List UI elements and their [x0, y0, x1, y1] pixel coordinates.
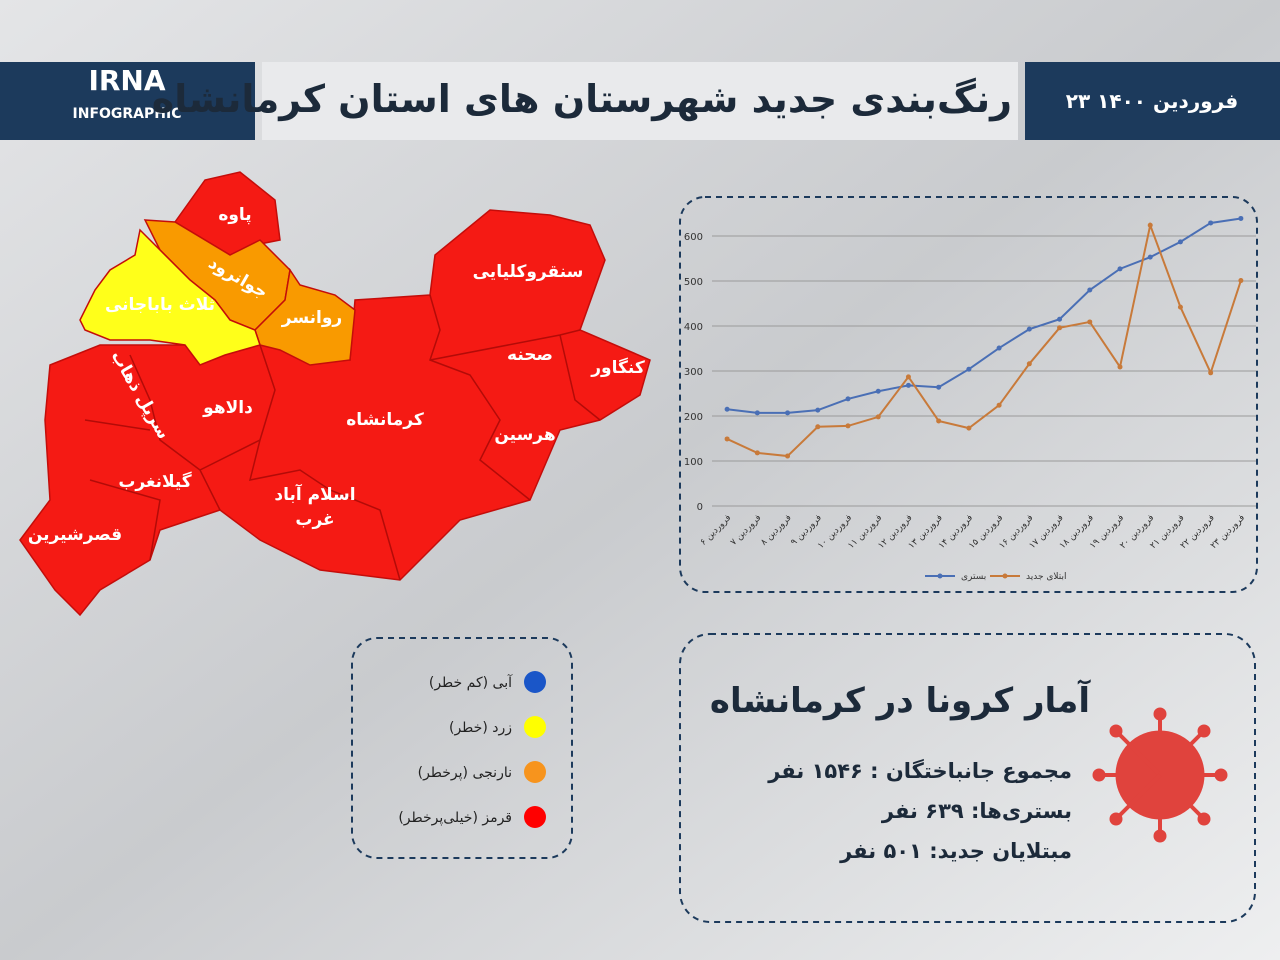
- map: پاوه جوانرود ثلاث باباجانی روانسر سنقروک…: [19, 171, 651, 617]
- y-tick-label: 400: [684, 322, 703, 333]
- point: [1238, 215, 1244, 221]
- region: [254, 268, 356, 366]
- map-label: گیلانغرب: [118, 471, 191, 492]
- logo-box: [0, 62, 255, 140]
- y-tick-label: 0: [697, 502, 703, 513]
- point: [1147, 222, 1153, 228]
- point: [966, 425, 972, 431]
- map-label: قصرشیرین: [28, 525, 122, 545]
- point: [754, 410, 760, 416]
- legend-swatch: [524, 806, 546, 828]
- region: [79, 228, 261, 366]
- stats-line: مبتلایان جدید: ۵۰۱ نفر: [839, 839, 1072, 863]
- point: [815, 407, 821, 413]
- stats-title: آمار کرونا در کرمانشاه: [710, 679, 1091, 721]
- point: [905, 374, 911, 380]
- y-tick-label: 300: [684, 367, 703, 378]
- point: [1057, 316, 1063, 322]
- point: [845, 396, 851, 402]
- point: [1147, 254, 1153, 260]
- map-label: صحنه: [507, 345, 553, 365]
- map-label: دالاهو: [202, 398, 253, 418]
- map-label: کرمانشاه: [346, 410, 424, 430]
- date: ۲۳ فروردین ۱۴۰۰: [1066, 89, 1238, 113]
- y-tick-label: 500: [684, 277, 703, 288]
- point: [1117, 364, 1123, 370]
- point: [936, 418, 942, 424]
- logo-sub: INFOGRAPHIC: [73, 106, 182, 122]
- point: [724, 436, 730, 442]
- map-label: اسلام آباد: [274, 483, 355, 505]
- series-line: [726, 217, 1242, 414]
- legend-label: آبی (کم خطر): [429, 674, 513, 691]
- legend-label: ابتلای جدید: [1026, 572, 1067, 582]
- point: [875, 388, 881, 394]
- stats-line: مجموع جانباختگان : ۱۵۴۶ نفر: [767, 758, 1072, 783]
- stats-line: بستری‌ها: ۶۳۹ نفر: [881, 799, 1072, 823]
- title: رنگ‌بندی جدید شهرستان های استان کرمانشاه: [152, 77, 1012, 121]
- map-label: پاوه: [218, 205, 251, 225]
- point: [936, 384, 942, 390]
- point: [845, 423, 851, 429]
- region: [19, 209, 651, 617]
- district-border: [84, 294, 601, 581]
- point: [1087, 319, 1093, 325]
- series-line: [726, 221, 1242, 458]
- point: [1117, 266, 1123, 272]
- legend-swatch: [524, 761, 546, 783]
- map-label: روانسر: [281, 308, 342, 328]
- point: [1177, 239, 1183, 245]
- point: [875, 414, 881, 420]
- legend-swatch: [524, 716, 546, 738]
- legend-marker: [1002, 573, 1008, 579]
- y-tick-label: 100: [684, 457, 703, 468]
- point: [724, 406, 730, 412]
- map-label: سنقروکلیایی: [473, 262, 584, 282]
- legend-swatch: [524, 671, 546, 693]
- date-box: [1025, 62, 1280, 140]
- risk-legend: آبی (کم خطر) زرد (خطر) نارنجی (پرخطر) قرمز …: [398, 671, 546, 828]
- map-label: کنگاور: [590, 357, 645, 378]
- point: [785, 453, 791, 459]
- legend-label: بستری: [961, 572, 986, 582]
- legend-marker: [937, 573, 943, 579]
- point: [1087, 287, 1093, 293]
- point: [785, 410, 791, 416]
- point: [1026, 326, 1032, 332]
- map-label: ثلاث باباجانی: [105, 295, 215, 315]
- chart-box: [679, 196, 1258, 593]
- y-tick-label: 600: [684, 232, 703, 243]
- point: [754, 450, 760, 456]
- point: [1208, 370, 1214, 376]
- y-tick-label: 200: [684, 412, 703, 423]
- legend-label: نارنجی (پرخطر): [418, 765, 512, 781]
- point: [1057, 325, 1063, 331]
- map-label: هرسین: [494, 425, 555, 445]
- logo: IRNA: [88, 64, 165, 97]
- virus-icon: [1092, 707, 1228, 843]
- point: [996, 345, 1002, 351]
- map-label: غرب: [295, 510, 334, 530]
- point: [996, 402, 1002, 408]
- point: [966, 366, 972, 372]
- point: [815, 424, 821, 430]
- title-box: [262, 62, 1018, 140]
- point: [1026, 361, 1032, 367]
- point: [1238, 278, 1244, 284]
- point: [1177, 304, 1183, 310]
- legend-label: قرمز (خیلی‌پرخطر): [398, 810, 512, 826]
- legend-label: زرد (خطر): [449, 720, 512, 736]
- point: [1208, 220, 1214, 226]
- point: [905, 382, 911, 388]
- stats-box: [679, 633, 1256, 923]
